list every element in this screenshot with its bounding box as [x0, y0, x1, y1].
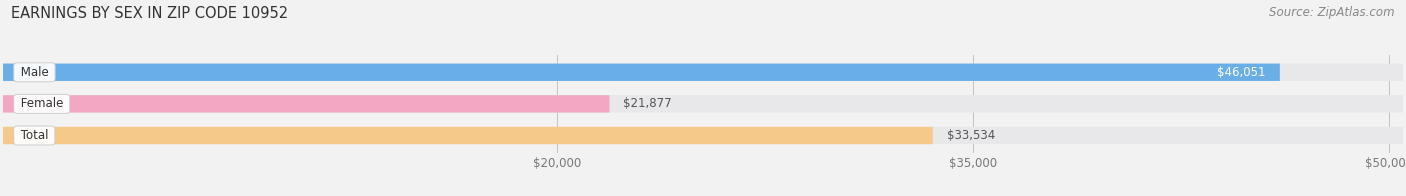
FancyBboxPatch shape: [3, 64, 1279, 81]
Text: EARNINGS BY SEX IN ZIP CODE 10952: EARNINGS BY SEX IN ZIP CODE 10952: [11, 6, 288, 21]
FancyBboxPatch shape: [3, 127, 932, 144]
Text: Male: Male: [17, 66, 52, 79]
Text: $46,051: $46,051: [1218, 66, 1265, 79]
FancyBboxPatch shape: [3, 95, 609, 113]
Text: $33,534: $33,534: [946, 129, 995, 142]
FancyBboxPatch shape: [3, 64, 1403, 81]
FancyBboxPatch shape: [3, 127, 1403, 144]
FancyBboxPatch shape: [3, 95, 1403, 113]
Text: $21,877: $21,877: [623, 97, 672, 110]
Text: Female: Female: [17, 97, 67, 110]
Text: Total: Total: [17, 129, 52, 142]
Text: Source: ZipAtlas.com: Source: ZipAtlas.com: [1270, 6, 1395, 19]
